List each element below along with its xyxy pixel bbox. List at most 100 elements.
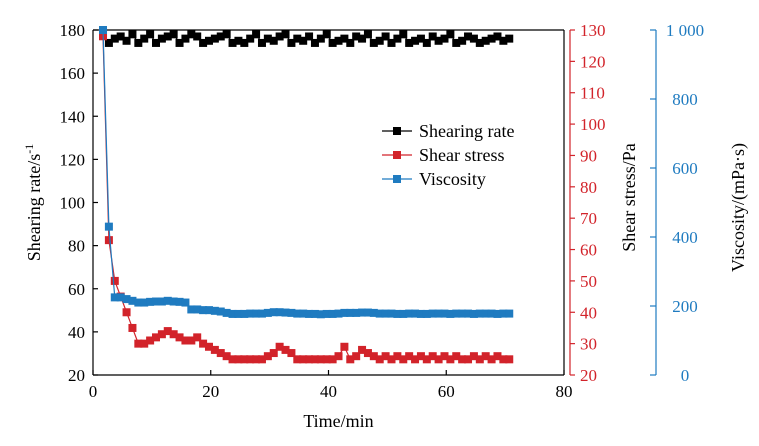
shear-stress-tick-label: 30	[580, 335, 597, 354]
shearing-rate-point	[187, 30, 196, 39]
viscosity-tick-label: 0	[681, 366, 690, 385]
viscosity-point	[481, 309, 490, 318]
viscosity-point	[210, 306, 219, 315]
shearing-rate-point	[416, 34, 425, 43]
viscosity-point	[175, 297, 184, 306]
viscosity-point	[464, 309, 473, 318]
shearing-rate-point	[128, 30, 137, 39]
shear-stress-tick-label: 80	[580, 178, 597, 197]
shearing-rate-point	[299, 36, 308, 45]
shearing-rate-point	[263, 34, 272, 43]
viscosity-point	[181, 298, 190, 307]
shearing-rate-point	[210, 34, 219, 43]
shear-stress-point	[316, 355, 325, 364]
shear-stress-point	[110, 276, 119, 285]
shear-stress-point	[475, 355, 484, 364]
shear-stress-point	[428, 352, 437, 361]
viscosity-point	[257, 309, 266, 318]
x-tick-label: 60	[438, 382, 455, 401]
shear-stress-point	[393, 352, 402, 361]
viscosity-point	[187, 305, 196, 314]
shear-stress-point	[140, 339, 149, 348]
shear-stress-point	[416, 352, 425, 361]
shear-stress-point	[387, 355, 396, 364]
shearing-rate-point	[110, 34, 119, 43]
viscosity-point	[222, 308, 231, 317]
shear-stress-point	[299, 355, 308, 364]
left-tick-label: 100	[60, 194, 86, 213]
shear-stress-point	[305, 355, 314, 364]
shear-stress-point	[334, 352, 343, 361]
viscosity-tick-label: 400	[672, 228, 698, 247]
x-tick-label: 80	[556, 382, 573, 401]
viscosity-point	[381, 309, 390, 318]
shear-stress-point	[199, 339, 208, 348]
shear-stress-point	[281, 345, 290, 354]
shearing-rate-point	[322, 30, 331, 39]
shearing-rate-point	[222, 30, 231, 39]
shear-stress-point	[399, 355, 408, 364]
shearing-rate-point	[469, 34, 478, 43]
shearing-rate-point	[340, 34, 349, 43]
shear-stress-point	[440, 352, 449, 361]
viscosity-point	[499, 309, 508, 318]
viscosity-legend-label: Viscosity	[419, 169, 486, 189]
viscosity-point	[163, 296, 172, 305]
viscosity-point	[469, 309, 478, 318]
shearing-rate-point	[334, 36, 343, 45]
viscosity-point	[157, 297, 166, 306]
shear-stress-point	[151, 333, 160, 342]
shearing-rate-point	[134, 38, 143, 47]
viscosity-point	[134, 298, 143, 307]
viscosity-point	[204, 306, 213, 315]
viscosity-point	[346, 308, 355, 317]
shear-stress-point	[181, 336, 190, 345]
shearing-rate-point	[358, 34, 367, 43]
shear-stress-point	[322, 355, 331, 364]
shearing-rate-point	[505, 34, 514, 43]
shearing-rate-point	[175, 38, 184, 47]
shearing-rate-point	[257, 38, 266, 47]
viscosity-point	[363, 308, 372, 317]
shear-stress-point	[422, 355, 431, 364]
viscosity-point	[322, 309, 331, 318]
shear-stress-tick-label: 50	[580, 272, 597, 291]
left-tick-label: 20	[68, 366, 85, 385]
shearing-rate-point	[140, 34, 149, 43]
shear-stress-point	[505, 355, 514, 364]
shear-stress-point	[222, 352, 231, 361]
left-tick-label: 180	[60, 21, 86, 40]
viscosity-point	[228, 309, 237, 318]
shearing-rate-point	[316, 34, 325, 43]
viscosity-point	[281, 308, 290, 317]
viscosity-point	[140, 298, 149, 307]
viscosity-point	[193, 305, 202, 314]
viscosity-point	[422, 309, 431, 318]
viscosity-point	[116, 293, 125, 302]
viscosity-point	[387, 309, 396, 318]
viscosity-point	[269, 308, 278, 317]
shearing-rate-point	[216, 32, 225, 41]
shearing-rate-point	[481, 36, 490, 45]
shear-stress-point	[411, 355, 420, 364]
shearing-rate-point	[375, 36, 384, 45]
shearing-rate-point	[240, 38, 249, 47]
shearing-rate-legend-marker	[393, 127, 401, 135]
shear-stress-tick-label: 20	[580, 366, 597, 385]
viscosity-point	[358, 308, 367, 317]
shear-stress-tick-label: 130	[580, 21, 606, 40]
viscosity-point	[216, 307, 225, 316]
viscosity-point	[393, 309, 402, 318]
shear-stress-point	[210, 345, 219, 354]
viscosity-point	[475, 309, 484, 318]
shearing-rate-point	[287, 38, 296, 47]
shear-stress-point	[363, 349, 372, 358]
shearing-rate-point	[199, 38, 208, 47]
viscosity-point	[434, 309, 443, 318]
shearing-rate-point	[440, 34, 449, 43]
viscosity-point	[310, 309, 319, 318]
viscosity-point	[263, 308, 272, 317]
viscosity-point	[299, 309, 308, 318]
shearing-rate-point	[151, 38, 160, 47]
shear-stress-point	[157, 330, 166, 339]
